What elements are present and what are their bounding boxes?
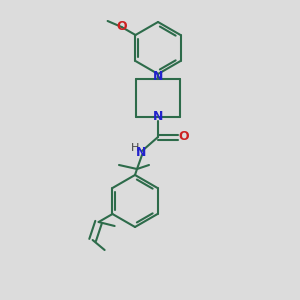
Text: N: N: [153, 70, 163, 83]
Text: O: O: [116, 20, 127, 32]
Text: N: N: [136, 146, 146, 160]
Text: N: N: [153, 110, 163, 124]
Text: O: O: [179, 130, 189, 142]
Text: H: H: [131, 143, 139, 153]
